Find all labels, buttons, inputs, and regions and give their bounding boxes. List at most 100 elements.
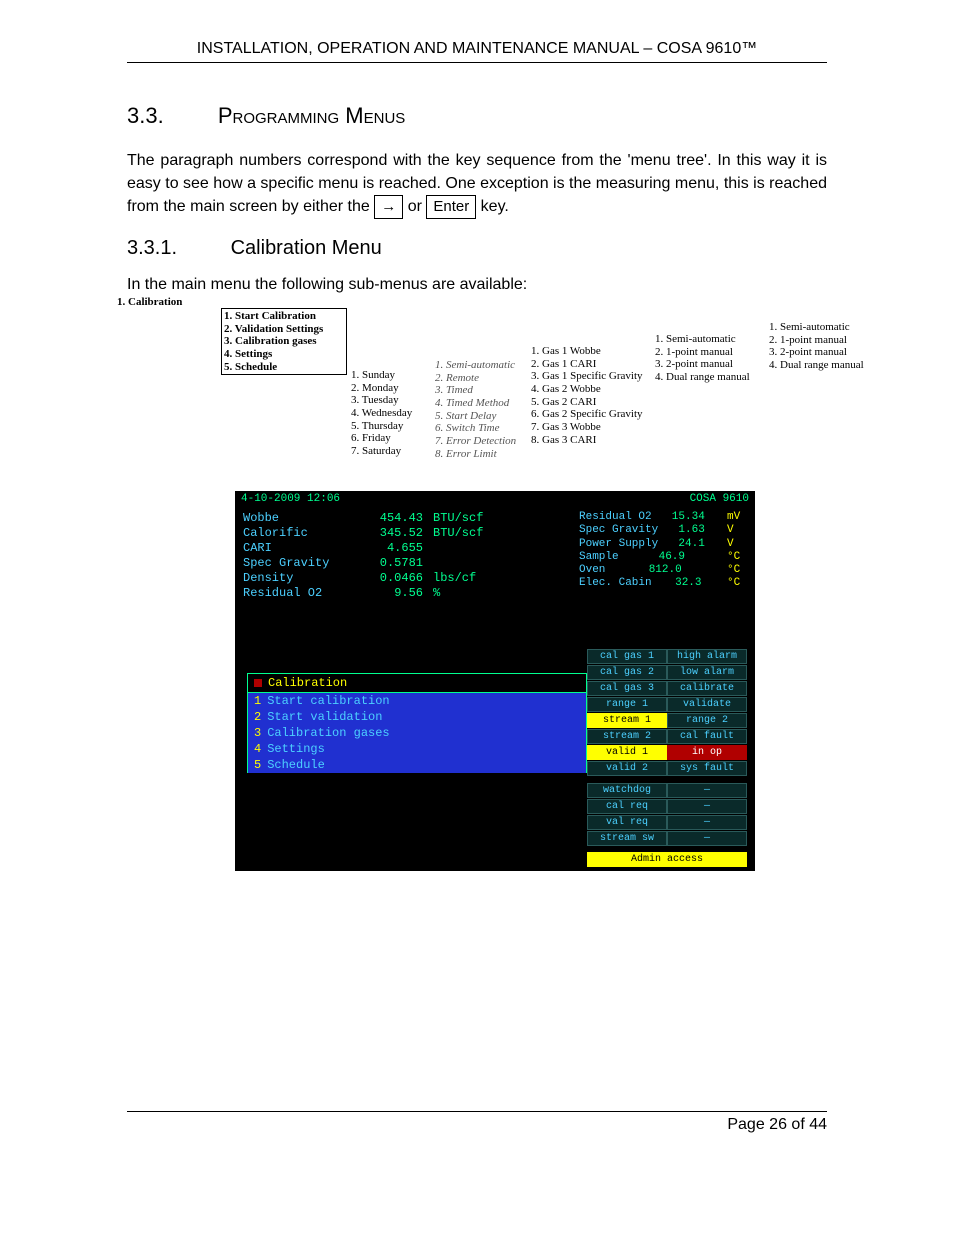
tree-item: 6. Switch Time (435, 422, 525, 435)
status-cell: low alarm (667, 665, 747, 680)
tree-root: 1. Calibration (117, 296, 182, 309)
tree-item: 5. Thursday (351, 420, 421, 433)
terminal-screenshot: 4-10-2009 12:06 COSA 9610 Wobbe454.43BTU… (235, 491, 755, 871)
tree-item: 2. Monday (351, 382, 421, 395)
paragraph-1: The paragraph numbers correspond with th… (127, 149, 827, 219)
tree-item: 4. Timed Method (435, 397, 525, 410)
menu-item-text: Calibration gases (267, 726, 389, 740)
terminal-device: COSA 9610 (690, 493, 749, 505)
menu-item[interactable]: 4 Settings (247, 741, 587, 757)
meas-value: 454.43 (343, 511, 423, 525)
menu-title-text: Calibration (268, 676, 347, 690)
key-enter: Enter (426, 195, 476, 219)
status-cell: cal fault (667, 729, 747, 744)
tree-item: 3. Tuesday (351, 394, 421, 407)
meas-label: Wobbe (243, 511, 343, 525)
meas-value: 4.655 (343, 541, 423, 555)
meas-unit (423, 556, 503, 570)
tree-item: 4. Gas 2 Wobbe (531, 383, 646, 396)
tree-item: 1. Semi-automatic (769, 321, 879, 334)
tree-item: 4. Dual range manual (769, 359, 879, 372)
status-cell: stream sw (587, 831, 667, 846)
sensor-unit: °C (725, 564, 749, 577)
tree-item: 1. Start Calibration (224, 310, 344, 323)
tree-item: 2. Validation Settings (224, 323, 344, 336)
para-text-c: key. (481, 198, 509, 215)
menu-item[interactable]: 5Schedule (247, 757, 587, 773)
tree-col-f: 1. Semi-automatic 2. 1-point manual 3. 2… (767, 320, 881, 373)
tree-item: 7. Gas 3 Wobbe (531, 421, 646, 434)
meas-label: Calorific (243, 526, 343, 540)
status-cell: range 1 (587, 697, 667, 712)
status-grid: cal gas 1high alarmcal gas 2low alarmcal… (587, 649, 747, 868)
para-text-a: The paragraph numbers correspond with th… (127, 152, 827, 215)
subsection-heading: 3.3.1. Calibration Menu (127, 237, 827, 260)
measurement-panel: Wobbe454.43BTU/scf Calorific345.52BTU/sc… (235, 507, 577, 601)
section-heading: 3.3. Programming Menus (127, 103, 827, 129)
sensor-unit: °C (725, 577, 749, 590)
meas-unit: % (423, 586, 503, 600)
tree-item: 3. 2-point manual (769, 346, 879, 359)
menu-item-text: Start validation (267, 710, 382, 724)
tree-item: 3. Calibration gases (224, 335, 344, 348)
tree-item: 7. Saturday (351, 445, 421, 458)
sensor-unit: V (725, 524, 749, 537)
tree-col-b: 1. Sunday 2. Monday 3. Tuesday 4. Wednes… (349, 368, 423, 458)
menu-item-text: Start calibration (267, 694, 389, 708)
menu-item-text: Settings (267, 742, 325, 756)
meas-label: Residual O2 (243, 586, 343, 600)
sensor-panel: Residual O215.34mV Spec Gravity1.63V Pow… (577, 507, 755, 601)
tree-item: 6. Gas 2 Specific Gravity (531, 408, 646, 421)
status-cell: calibrate (667, 681, 747, 696)
tree-item: 7. Error Detection (435, 435, 525, 448)
status-cell: val req (587, 815, 667, 830)
tree-item: 2. 1-point manual (655, 346, 765, 359)
page-footer: Page 26 of 44 (127, 1111, 827, 1134)
calibration-menu: Calibration 1 Start calibration 2Start va… (247, 673, 587, 773)
menu-item-num: 1 (254, 694, 261, 708)
status-cell: — (667, 815, 747, 830)
meas-value: 9.56 (343, 586, 423, 600)
sensor-label: Residual O2 (579, 511, 652, 524)
meas-unit: BTU/scf (423, 526, 503, 540)
meas-value: 0.5781 (343, 556, 423, 570)
menu-item-num: 4 (254, 742, 261, 756)
tree-item: 2. 1-point manual (769, 334, 879, 347)
status-cell: watchdog (587, 783, 667, 798)
sensor-value: 1.63 (678, 524, 704, 537)
tree-item: 1. Semi-automatic (655, 333, 765, 346)
sensor-label: Sample (579, 551, 619, 564)
status-cell: range 2 (667, 713, 747, 728)
sensor-label: Elec. Cabin (579, 577, 652, 590)
meas-label: Density (243, 571, 343, 585)
menu-item[interactable]: 2Start validation (247, 709, 587, 725)
menu-title: Calibration (247, 673, 587, 693)
status-cell: — (667, 831, 747, 846)
tree-item: 5. Start Delay (435, 410, 525, 423)
para-text-b: or (408, 198, 427, 215)
section-number: 3.3. (127, 103, 164, 128)
menu-item[interactable]: 3Calibration gases (247, 725, 587, 741)
sensor-value: 46.9 (659, 551, 685, 564)
tree-item: 1. Semi-automatic (435, 359, 525, 372)
tree-col-a: 1. Start Calibration 2. Validation Setti… (221, 308, 347, 375)
sensor-unit: °C (725, 551, 749, 564)
tree-item: 1. Sunday (351, 369, 421, 382)
intro-line: In the main menu the following sub-menus… (127, 276, 827, 294)
page-header: INSTALLATION, OPERATION AND MAINTENANCE … (127, 40, 827, 63)
tree-item: 3. Gas 1 Specific Gravity (531, 370, 646, 383)
meas-unit: lbs/cf (423, 571, 503, 585)
status-cell: validate (667, 697, 747, 712)
tree-item: 3. Timed (435, 384, 525, 397)
tree-col-e: 1. Semi-automatic 2. 1-point manual 3. 2… (653, 332, 767, 385)
status-cell: stream 1 (587, 713, 667, 728)
status-cell: cal gas 3 (587, 681, 667, 696)
tree-item: 2. Remote (435, 372, 525, 385)
tree-item: 4. Settings (224, 348, 344, 361)
sensor-label: Spec Gravity (579, 524, 658, 537)
menu-item-num: 5 (254, 758, 261, 772)
sensor-label: Power Supply (579, 538, 658, 551)
tree-item: 8. Gas 3 CARI (531, 434, 646, 447)
menu-item[interactable]: 1 Start calibration (247, 693, 587, 709)
sensor-value: 24.1 (678, 538, 704, 551)
